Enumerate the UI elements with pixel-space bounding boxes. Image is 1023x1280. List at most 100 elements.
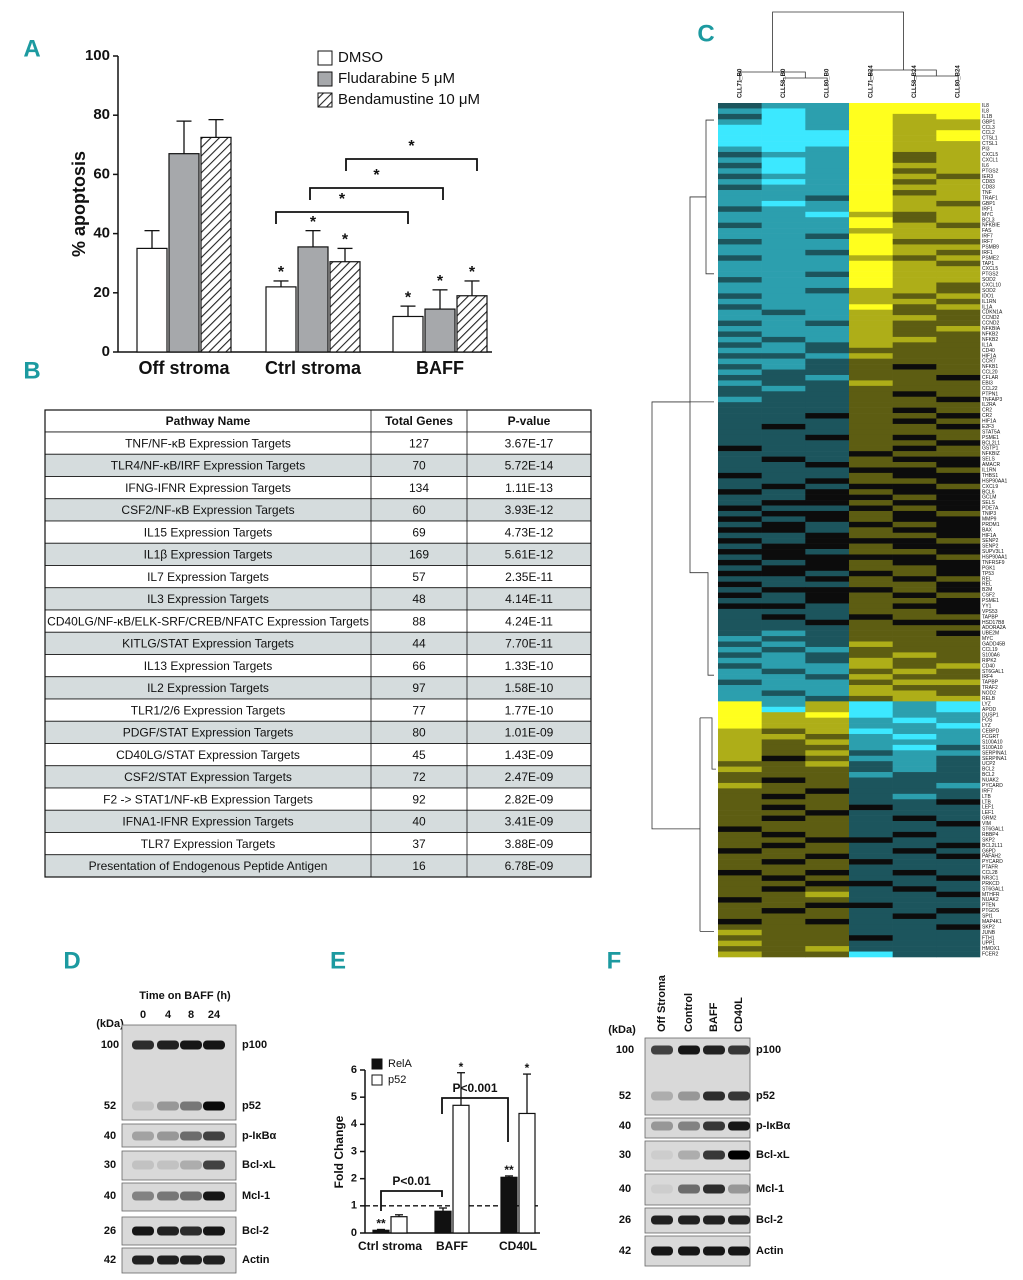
heatmap-cell xyxy=(718,744,762,751)
heatmap-cell xyxy=(805,374,850,381)
heatmap-cell xyxy=(849,293,893,300)
heatmap-cell xyxy=(849,603,893,610)
heatmap-cell xyxy=(761,456,806,463)
heatmap-cell xyxy=(936,810,981,816)
heatmap-cell xyxy=(761,271,806,278)
gene-label: CDKN1A xyxy=(982,310,1003,316)
heatmap-cell xyxy=(936,331,981,338)
blot-band xyxy=(132,1226,154,1236)
blot-title: Time on BAFF (h) xyxy=(139,990,231,1002)
gene-label: TAPBP xyxy=(982,680,999,686)
gene-label: FAS xyxy=(982,228,992,234)
heatmap-cell xyxy=(849,690,893,697)
x-tick-label: BAFF xyxy=(436,1239,468,1253)
heatmap-cell xyxy=(892,217,937,223)
table-cell: 69 xyxy=(412,525,426,539)
blot-panel xyxy=(121,1123,237,1148)
heatmap-cell xyxy=(805,124,850,131)
heatmap-cell xyxy=(805,891,850,898)
heatmap-cell xyxy=(936,799,981,805)
blot-band xyxy=(180,1040,202,1050)
heatmap-cell xyxy=(805,103,850,109)
heatmap-cell xyxy=(761,162,806,169)
gene-label: IL1B xyxy=(982,114,993,120)
heatmap-cell xyxy=(761,717,806,724)
gene-label: CD40 xyxy=(982,663,995,669)
heatmap-cell xyxy=(936,358,981,365)
heatmap-cell xyxy=(718,886,762,893)
gene-label: CEBPD xyxy=(982,729,1000,735)
heatmap-cell xyxy=(718,706,762,713)
heatmap-cell xyxy=(892,761,937,767)
gene-label: IRF1 xyxy=(982,206,993,212)
heatmap-cell xyxy=(718,119,762,126)
gene-label: SPI1 xyxy=(982,914,993,920)
heatmap-cell xyxy=(718,244,762,251)
heatmap-cell xyxy=(761,701,806,708)
heatmap-cell xyxy=(805,739,850,746)
gene-label: MMP9 xyxy=(982,516,997,522)
heatmap-cell xyxy=(936,255,981,262)
heatmap-cell xyxy=(718,211,762,218)
heatmap-cell xyxy=(936,478,981,485)
heatmap-cell xyxy=(761,532,806,539)
table-cell: CD40LG/STAT Expression Targets xyxy=(116,748,300,762)
heatmap-cell xyxy=(849,608,893,615)
heatmap-cell xyxy=(849,249,893,256)
gene-label: UCP2 xyxy=(982,761,996,767)
heatmap-cell xyxy=(761,712,806,718)
heatmap-cell xyxy=(849,592,893,599)
heatmap-cell xyxy=(718,369,762,376)
heatmap-cell xyxy=(718,445,762,452)
heatmap-cell xyxy=(805,510,850,517)
heatmap-cell xyxy=(718,374,762,381)
heatmap-cell xyxy=(892,652,937,659)
gene-label: IL1A xyxy=(982,342,993,348)
table-cell: 1.01E-09 xyxy=(505,726,554,740)
heatmap-cell xyxy=(849,668,893,675)
heatmap-cell xyxy=(718,576,762,582)
gene-label: HSP90AA1 xyxy=(982,555,1008,561)
heatmap-cell xyxy=(849,423,893,430)
bar xyxy=(265,286,297,353)
table-cell: 3.88E-09 xyxy=(505,837,554,851)
heatmap-cell xyxy=(761,869,806,876)
heatmap-cell xyxy=(718,652,762,659)
blot-band xyxy=(180,1101,202,1111)
heatmap-cell xyxy=(761,554,806,561)
heatmap-cell xyxy=(718,685,762,691)
heatmap-cell xyxy=(805,287,850,294)
heatmap-cell xyxy=(805,886,850,893)
heatmap-cell xyxy=(892,462,937,468)
heatmap-cell xyxy=(849,826,893,833)
heatmap-cell xyxy=(892,869,937,876)
heatmap-cell xyxy=(718,135,762,142)
heatmap-cell xyxy=(805,625,850,631)
heatmap-cell xyxy=(718,636,762,642)
heatmap-cell xyxy=(805,190,850,196)
x-tick-label: Ctrl stroma xyxy=(358,1239,422,1253)
heatmap-cell xyxy=(805,782,850,789)
heatmap-cell xyxy=(761,597,806,604)
column-label: CLL58_B24 xyxy=(912,65,918,98)
gene-label: ST6GAL1 xyxy=(982,669,1004,675)
heatmap-cell xyxy=(936,195,981,202)
heatmap-cell xyxy=(892,908,937,914)
gene-label: S100A6 xyxy=(982,652,1000,658)
heatmap-cell xyxy=(805,141,850,147)
gene-label: TNF xyxy=(982,190,992,196)
heatmap-cell xyxy=(849,728,893,735)
heatmap-cell xyxy=(761,195,806,202)
blot-band xyxy=(157,1226,179,1236)
heatmap-cell xyxy=(805,151,850,158)
heatmap-cell xyxy=(936,679,981,686)
heatmap-cell xyxy=(718,788,762,795)
heatmap-cell xyxy=(761,831,806,838)
comparison-label: P<0.001 xyxy=(452,1081,497,1095)
heatmap-cell xyxy=(892,755,937,762)
gene-label: IRF4 xyxy=(982,674,993,680)
heatmap-cell xyxy=(805,701,850,708)
gene-label: CR2 xyxy=(982,413,992,419)
